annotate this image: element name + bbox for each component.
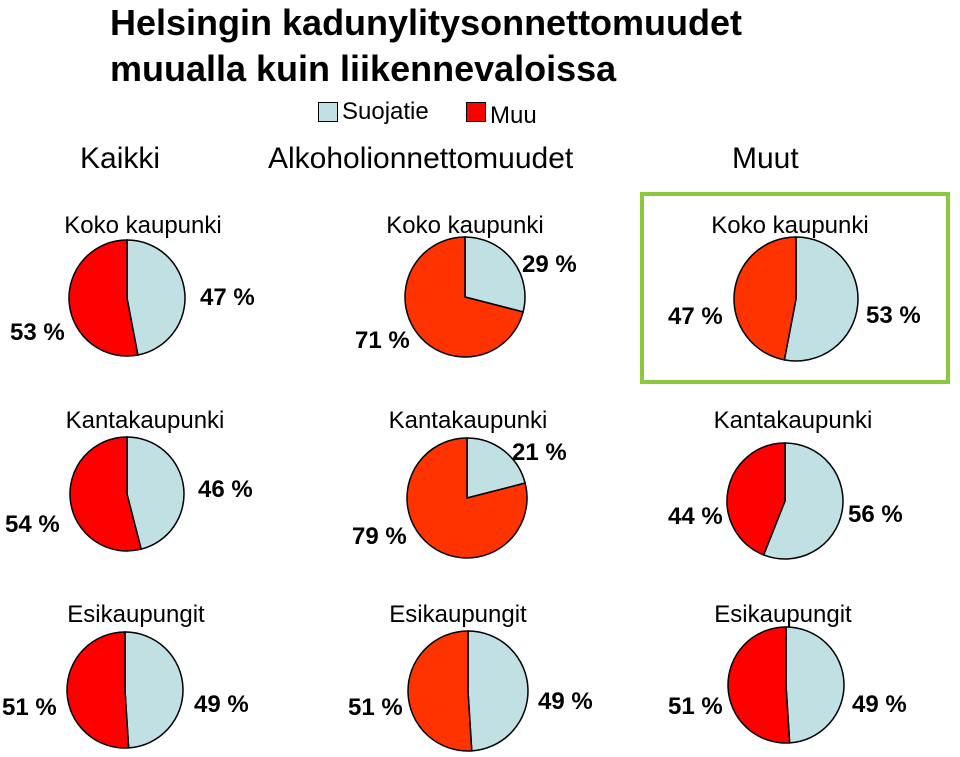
pie-title: Esikaupungit [389,601,527,628]
pie-label-muu: 51 % [668,693,723,720]
pie-title: Kantakaupunki [389,407,548,434]
pie-muut-kantakaupunki: Kantakaupunki 56 % 44 % [668,407,903,560]
column-heading-kaikki: Kaikki [80,142,161,175]
pie-slice-suojatie [762,442,844,560]
pie-title: Koko kaupunki [64,212,221,239]
pie-slice-suojatie [124,631,184,749]
pie-slice-muu [727,626,791,744]
pie-slice-suojatie [783,236,859,362]
title-line-2: muualla kuin liikennevaloissa [110,48,617,89]
pie-label-muu: 51 % [2,694,57,721]
pie-muut-koko-kaupunki: Koko kaupunki 53 % 47 % [668,212,921,362]
title-line-1: Helsingin kadunylitysonnettomuudet [110,2,743,43]
pie-label-suojatie: 29 % [522,251,577,278]
pie-alkoholionnettomuudet-kantakaupunki: Kantakaupunki 21 % 79 % [352,407,567,559]
pie-slice-muu [68,239,139,357]
pie-label-muu: 71 % [355,327,410,354]
pie-slice-suojatie [464,236,526,313]
pie-label-muu: 51 % [348,694,403,721]
pie-title: Esikaupungit [67,601,205,628]
pie-label-muu: 53 % [10,319,65,346]
pie-slice-suojatie [466,437,527,499]
legend-label-suojatie: Suojatie [342,98,429,125]
pie-slice-muu [404,236,525,358]
pie-label-suojatie: 21 % [512,439,567,466]
pie-title: Koko kaupunki [386,212,543,239]
pie-kaikki-esikaupungit: Esikaupungit 49 % 51 % [2,601,249,749]
pie-slice-suojatie [126,436,185,551]
pie-slice-suojatie [126,239,186,356]
chart-title: Helsingin kadunylitysonnettomuudet muual… [110,0,742,92]
legend-swatch-suojatie [318,102,338,122]
legend-swatch-muu [466,102,486,122]
highlight-box [640,192,950,384]
pie-label-suojatie: 49 % [852,691,907,718]
pie-slice-suojatie [785,626,845,744]
pie-label-suojatie: 56 % [848,501,903,528]
pie-label-muu: 79 % [352,523,407,550]
pie-alkoholionnettomuudet-esikaupungit: Esikaupungit 49 % 51 % [348,601,593,752]
pie-title: Esikaupungit [714,601,852,628]
pie-title: Kantakaupunki [714,407,873,434]
pie-slice-suojatie [467,630,529,752]
pie-slice-muu [726,442,786,556]
pie-label-suojatie: 49 % [538,688,593,715]
pie-label-muu: 47 % [668,303,723,330]
pie-muut-esikaupungit: Esikaupungit 49 % 51 % [668,601,907,744]
column-heading-muut: Muut [732,142,799,175]
column-heading-alkoholionnettomuudet: Alkoholionnettomuudet [268,142,574,175]
pie-label-suojatie: 53 % [866,302,921,329]
pie-label-muu: 44 % [668,503,723,530]
pie-kaikki-kantakaupunki: Kantakaupunki 46 % 54 % [5,407,253,552]
pie-label-suojatie: 49 % [194,691,249,718]
pie-slice-muu [69,436,143,552]
pie-slice-muu [406,437,528,559]
pie-alkoholionnettomuudet-koko-kaupunki: Koko kaupunki 29 % 71 % [355,212,577,358]
pie-slice-muu [407,630,473,752]
pie-title: Kantakaupunki [66,407,225,434]
pie-label-suojatie: 46 % [198,476,253,503]
pie-title: Koko kaupunki [711,212,868,239]
pie-slice-muu [733,236,797,361]
pie-kaikki-koko-kaupunki: Koko kaupunki 47 % 53 % [10,212,255,357]
legend-label-muu: Muu [490,102,537,129]
pie-slice-muu [66,631,130,749]
pie-label-muu: 54 % [5,511,60,538]
pie-label-suojatie: 47 % [200,284,255,311]
